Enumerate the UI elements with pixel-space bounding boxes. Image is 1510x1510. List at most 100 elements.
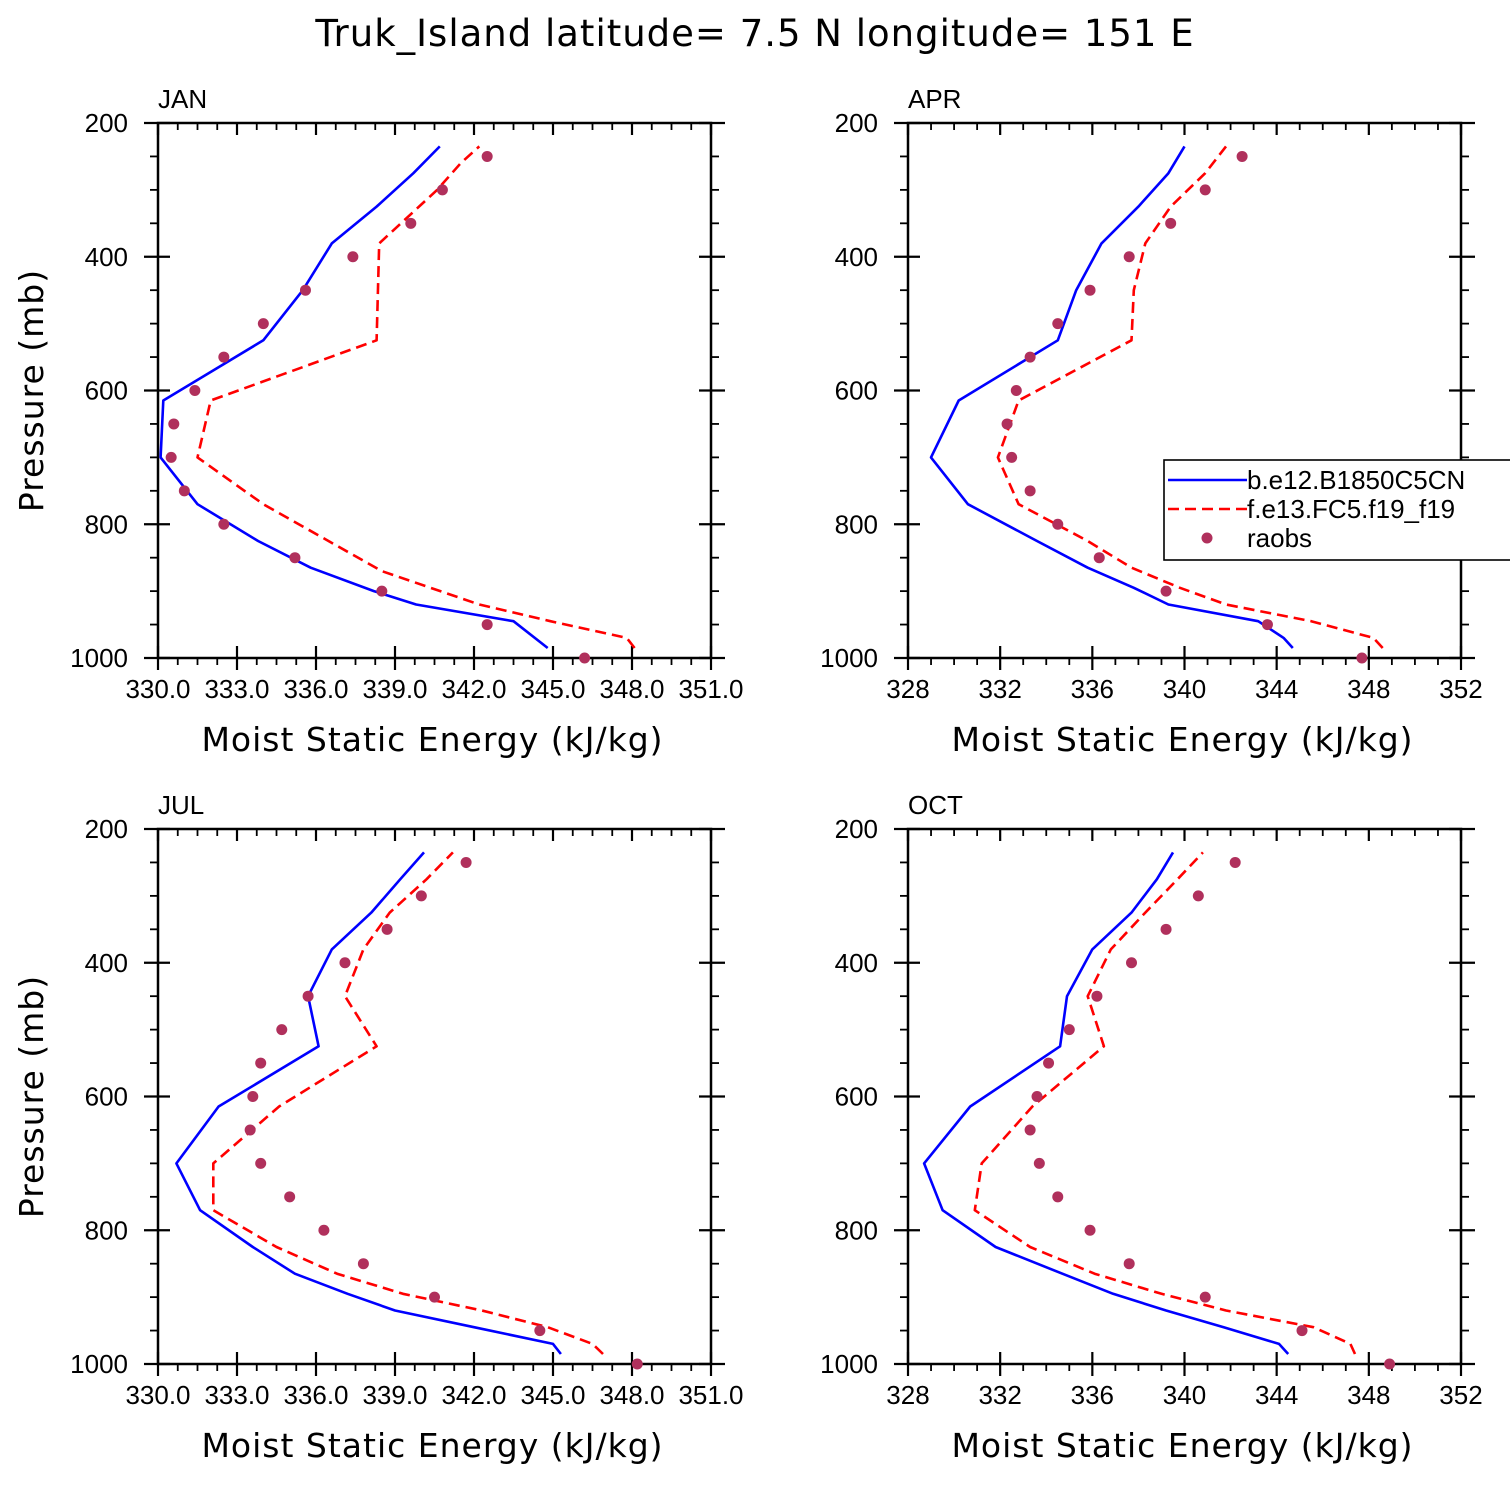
- raobs-point: [436, 184, 448, 196]
- series-line-b-e12: [159, 145, 549, 650]
- x-tick-label: 333.0: [204, 674, 269, 704]
- raobs-point: [481, 150, 493, 162]
- x-tick-label: 336: [1071, 1380, 1114, 1410]
- series-raobs: [1001, 150, 1368, 664]
- series-raobs: [244, 856, 643, 1370]
- raobs-point: [244, 1124, 256, 1136]
- raobs-point: [218, 351, 230, 363]
- x-tick-label: 345.0: [520, 1380, 585, 1410]
- panel-label: JUL: [158, 790, 204, 820]
- raobs-point: [1236, 150, 1248, 162]
- raobs-point: [218, 518, 230, 530]
- x-tick-label: 328: [886, 674, 929, 704]
- y-tick-label: 200: [835, 814, 878, 844]
- x-tick-label: 336.0: [283, 674, 348, 704]
- raobs-point: [165, 451, 177, 463]
- y-tick-label: 600: [85, 1082, 128, 1112]
- y-tick-label: 800: [85, 1215, 128, 1245]
- series-line-b-e12: [922, 851, 1290, 1355]
- raobs-point: [405, 217, 417, 229]
- raobs-point: [1384, 1358, 1396, 1370]
- raobs-point: [178, 485, 190, 497]
- raobs-point: [1024, 1124, 1036, 1136]
- raobs-point: [1160, 923, 1172, 935]
- x-tick-label: 340: [1163, 674, 1206, 704]
- raobs-point: [1356, 652, 1368, 664]
- y-axis-label: Pressure (mb): [12, 975, 51, 1218]
- x-tick-label: 342.0: [441, 1380, 506, 1410]
- raobs-point: [1296, 1325, 1308, 1337]
- x-tick-label: 348.0: [599, 674, 664, 704]
- x-tick-label: 330.0: [125, 1380, 190, 1410]
- raobs-point: [1165, 217, 1177, 229]
- y-tick-label: 400: [835, 242, 878, 272]
- x-tick-label: 339.0: [362, 674, 427, 704]
- series-raobs: [165, 150, 591, 664]
- raobs-point: [189, 385, 201, 396]
- raobs-point: [289, 552, 301, 564]
- series-line-b-e12: [929, 145, 1294, 649]
- raobs-point: [1024, 485, 1036, 497]
- panel-label: APR: [908, 84, 961, 114]
- raobs-point: [631, 1358, 643, 1370]
- raobs-point: [1261, 619, 1273, 631]
- raobs-point: [1192, 890, 1204, 902]
- x-tick-label: 340: [1163, 1380, 1206, 1410]
- plot-frame: [906, 121, 1463, 660]
- x-tick-label: 348: [1347, 1380, 1390, 1410]
- panel-label: OCT: [908, 790, 963, 820]
- x-tick-label: 344: [1255, 1380, 1298, 1410]
- raobs-point: [1063, 1024, 1075, 1036]
- raobs-point: [284, 1191, 296, 1203]
- raobs-point: [257, 318, 269, 330]
- y-tick-label: 600: [835, 1082, 878, 1112]
- panel-label: JAN: [158, 84, 207, 114]
- y-axis-label: Pressure (mb): [12, 269, 51, 512]
- raobs-point: [347, 251, 359, 263]
- y-tick-label: 400: [85, 948, 128, 978]
- raobs-point: [255, 1157, 267, 1169]
- plot-frame: [906, 827, 1463, 1366]
- x-tick-label: 336: [1071, 674, 1114, 704]
- x-tick-label: 342.0: [441, 674, 506, 704]
- raobs-point: [1043, 1057, 1055, 1069]
- raobs-point: [1033, 1157, 1045, 1169]
- y-tick-label: 200: [835, 108, 878, 138]
- legend-label: b.e12.B1850C5CN: [1247, 465, 1465, 495]
- raobs-point: [429, 1291, 440, 1303]
- raobs-point: [415, 890, 427, 902]
- x-tick-label: 339.0: [362, 1380, 427, 1410]
- raobs-point: [318, 1224, 330, 1236]
- plot-frame: [156, 827, 713, 1366]
- x-tick-label: 352: [1439, 1380, 1482, 1410]
- x-tick-label: 332: [978, 1380, 1021, 1410]
- y-tick-label: 800: [835, 509, 878, 539]
- raobs-point: [299, 284, 311, 296]
- y-tick-label: 200: [85, 108, 128, 138]
- raobs-point: [1024, 351, 1036, 363]
- series-line-f-e13: [996, 145, 1384, 649]
- panel-apr: APR 328 332 336 340 344 348 352 200 400 600 800 1000…: [820, 84, 1483, 759]
- raobs-point: [1091, 990, 1103, 1002]
- y-tick-label: 600: [835, 376, 878, 406]
- raobs-point: [1006, 451, 1018, 463]
- series-line-b-e12: [175, 851, 562, 1355]
- plot-frame: [156, 121, 713, 660]
- raobs-point: [1052, 318, 1064, 330]
- legend-label: f.e13.FC5.f19_f19: [1247, 494, 1455, 524]
- x-axis-label: Moist Static Energy (kJ/kg): [201, 1426, 663, 1465]
- raobs-point: [1001, 418, 1013, 430]
- raobs-point: [1160, 585, 1172, 597]
- x-tick-label: 328: [886, 1380, 929, 1410]
- x-tick-label: 345.0: [520, 674, 585, 704]
- raobs-point: [1010, 385, 1022, 396]
- y-tick-label: 1000: [70, 1349, 128, 1379]
- raobs-point: [1031, 1091, 1043, 1102]
- x-tick-label: 332: [978, 674, 1021, 704]
- y-tick-label: 400: [85, 242, 128, 272]
- legend-marker: [1201, 532, 1213, 544]
- raobs-point: [481, 619, 493, 631]
- raobs-point: [381, 923, 393, 935]
- panel-jul: JUL 330.0 333.0 336.0 339.0 342.0 345.0 348.0 35…: [12, 790, 744, 1465]
